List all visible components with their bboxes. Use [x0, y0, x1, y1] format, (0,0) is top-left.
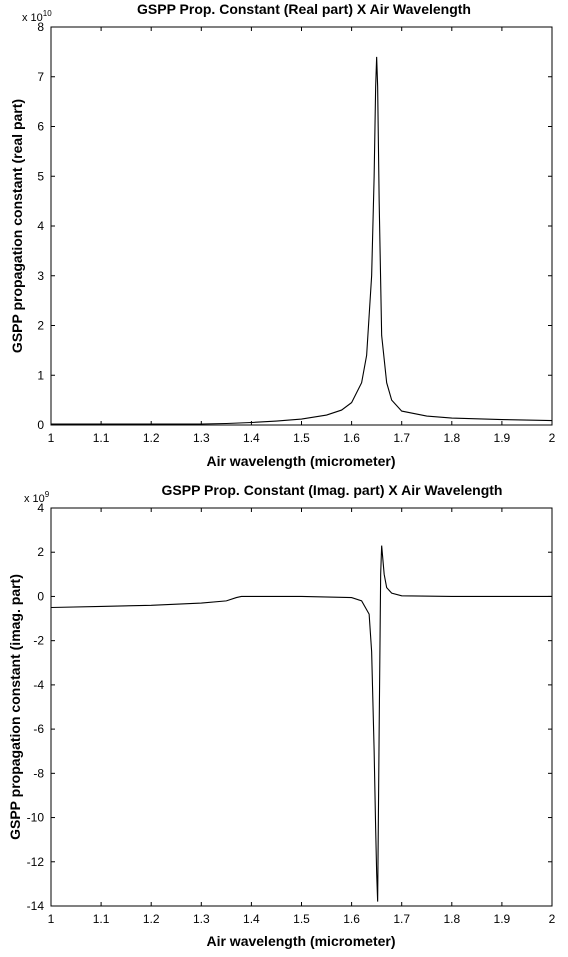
y-tick-label: -14 [27, 899, 45, 913]
y-axis-label: GSPP propagation constant (real part) [9, 99, 25, 353]
y-multiplier-base: x 10 [24, 493, 45, 505]
x-tick-label: 1 [48, 912, 55, 926]
y-multiplier: x 1010 [22, 9, 52, 24]
x-tick-label: 1.9 [494, 912, 511, 926]
x-tick-label: 1.5 [293, 431, 310, 445]
x-tick-label: 1.4 [243, 912, 260, 926]
x-tick-label: 1.1 [93, 431, 110, 445]
x-tick-label: 1.8 [443, 912, 460, 926]
y-ticks: 0 1 2 3 4 5 6 7 8 [37, 20, 552, 432]
x-tick-label: 2 [549, 912, 556, 926]
x-axis-label: Air wavelength (micrometer) [206, 933, 395, 949]
y-tick-label: 5 [37, 169, 44, 183]
y-tick-label: -12 [27, 855, 45, 869]
x-tick-label: 1.6 [343, 912, 360, 926]
y-tick-label: 4 [37, 219, 44, 233]
x-tick-label: 1.1 [93, 912, 110, 926]
x-tick-label: 1.3 [193, 431, 210, 445]
y-tick-label: 0 [37, 589, 44, 603]
x-tick-label: 1.7 [393, 431, 410, 445]
y-tick-label: -6 [33, 722, 44, 736]
y-tick-label: 2 [37, 319, 44, 333]
y-tick-label: 2 [37, 545, 44, 559]
x-tick-label: 1.5 [293, 912, 310, 926]
plot-area [50, 26, 553, 426]
x-tick-label: 1.6 [343, 431, 360, 445]
x-tick-label: 1.3 [193, 912, 210, 926]
y-multiplier-base: x 10 [22, 12, 43, 24]
y-multiplier-exponent: 10 [43, 9, 52, 18]
y-tick-label: -2 [33, 634, 44, 648]
y-tick-label: 4 [37, 501, 44, 515]
x-ticks: 1 1.1 1.2 1.3 1.4 1.5 1.6 1.7 1.8 1.9 2 [48, 508, 556, 926]
x-tick-label: 1.2 [143, 912, 160, 926]
y-tick-label: 1 [37, 368, 44, 382]
y-tick-label: 0 [37, 418, 44, 432]
y-tick-label: 7 [37, 70, 44, 84]
x-ticks: 1 1.1 1.2 1.3 1.4 1.5 1.6 1.7 1.8 1.9 2 [48, 27, 556, 445]
series-line [51, 56, 553, 425]
chart-title: GSPP Prop. Constant (Imag. part) X Air W… [162, 482, 503, 498]
x-tick-label: 2 [549, 431, 556, 445]
chart-title: GSPP Prop. Constant (Real part) X Air Wa… [137, 1, 471, 17]
y-tick-label: -10 [27, 811, 45, 825]
series-line [50, 545, 552, 902]
y-tick-label: 3 [37, 269, 44, 283]
x-tick-label: 1.2 [143, 431, 160, 445]
y-tick-label: -8 [33, 766, 44, 780]
y-tick-label: 6 [37, 120, 44, 134]
y-multiplier: x 109 [24, 490, 50, 505]
x-tick-label: 1 [48, 431, 55, 445]
chart-imag-part: GSPP Prop. Constant (Imag. part) X Air W… [7, 482, 556, 949]
x-tick-label: 1.9 [494, 431, 511, 445]
y-multiplier-exponent: 9 [45, 490, 50, 499]
y-axis-label: GSPP propagation constant (imag. part) [7, 574, 23, 840]
y-tick-label: 8 [37, 20, 44, 34]
x-axis-label: Air wavelength (micrometer) [206, 453, 395, 469]
plot-area [50, 507, 553, 907]
x-tick-label: 1.7 [393, 912, 410, 926]
x-tick-label: 1.4 [243, 431, 260, 445]
chart-real-part: GSPP Prop. Constant (Real part) X Air Wa… [9, 1, 556, 469]
y-tick-label: -4 [33, 678, 44, 692]
x-tick-label: 1.8 [443, 431, 460, 445]
